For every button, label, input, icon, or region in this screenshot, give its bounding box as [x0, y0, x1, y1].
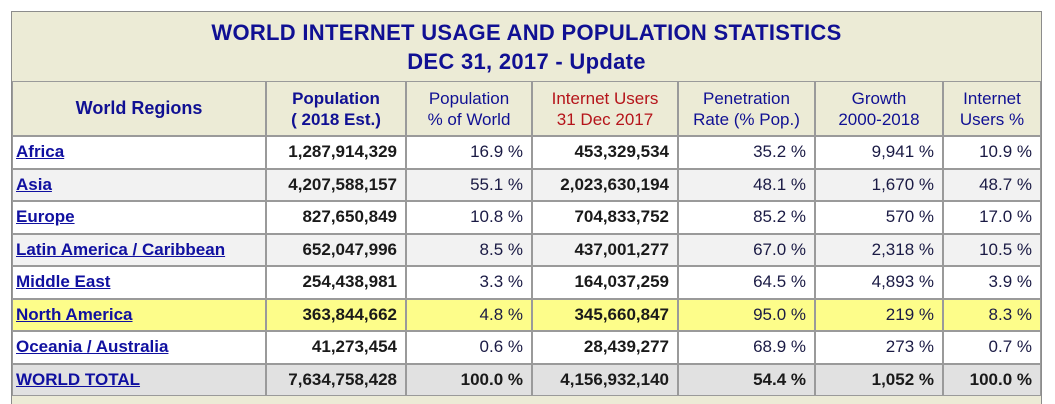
table-row-latin-america: Latin America / Caribbean 652,047,996 8.…	[12, 233, 1041, 266]
pct-world-cell: 8.5 %	[406, 233, 532, 266]
header-world-regions: World Regions	[12, 81, 266, 136]
title-line-2: DEC 31, 2017 - Update	[407, 49, 646, 74]
region-link-africa[interactable]: Africa	[16, 142, 65, 162]
population-cell: 7,634,758,428	[266, 363, 406, 396]
growth-cell: 1,670 %	[815, 168, 943, 201]
penetration-cell: 48.1 %	[678, 168, 815, 201]
pct-world-cell: 0.6 %	[406, 331, 532, 364]
table-row-oceania: Oceania / Australia 41,273,454 0.6 % 28,…	[12, 331, 1041, 364]
region-link-latin-america[interactable]: Latin America / Caribbean	[16, 239, 226, 259]
region-link-europe[interactable]: Europe	[16, 207, 75, 227]
table-row-asia: Asia 4,207,588,157 55.1 % 2,023,630,194 …	[12, 168, 1041, 201]
table-row-africa: Africa 1,287,914,329 16.9 % 453,329,534 …	[12, 136, 1041, 169]
population-cell: 652,047,996	[266, 233, 406, 266]
region-cell: Oceania / Australia	[12, 331, 266, 364]
region-link-middle-east[interactable]: Middle East	[16, 272, 111, 292]
title-line-1: WORLD INTERNET USAGE AND POPULATION STAT…	[211, 20, 842, 45]
header-internet-users: Internet Users 31 Dec 2017	[532, 81, 678, 136]
region-cell: Asia	[12, 168, 266, 201]
pct-world-cell: 3.3 %	[406, 266, 532, 299]
header-users-pct: Internet Users %	[943, 81, 1041, 136]
growth-cell: 2,318 %	[815, 233, 943, 266]
header-pct-world: Population% of World	[406, 81, 532, 136]
pct-world-cell: 55.1 %	[406, 168, 532, 201]
population-cell: 827,650,849	[266, 201, 406, 234]
penetration-cell: 35.2 %	[678, 136, 815, 169]
penetration-cell: 54.4 %	[678, 363, 815, 396]
population-cell: 254,438,981	[266, 266, 406, 299]
growth-cell: 4,893 %	[815, 266, 943, 299]
users-pct-cell: 3.9 %	[943, 266, 1041, 299]
region-cell: Latin America / Caribbean	[12, 233, 266, 266]
table-title: WORLD INTERNET USAGE AND POPULATION STAT…	[12, 12, 1041, 81]
internet-users-cell: 704,833,752	[532, 201, 678, 234]
region-cell: Africa	[12, 136, 266, 169]
header-growth: Growth 2000-2018	[815, 81, 943, 136]
region-cell: North America	[12, 298, 266, 331]
growth-cell: 570 %	[815, 201, 943, 234]
internet-users-cell: 28,439,277	[532, 331, 678, 364]
internet-users-cell: 164,037,259	[532, 266, 678, 299]
header-penetration: Penetration Rate (% Pop.)	[678, 81, 815, 136]
population-cell: 4,207,588,157	[266, 168, 406, 201]
stats-table-frame: WORLD INTERNET USAGE AND POPULATION STAT…	[11, 11, 1042, 404]
population-cell: 41,273,454	[266, 331, 406, 364]
internet-users-cell: 4,156,932,140	[532, 363, 678, 396]
header-population: Population( 2018 Est.)	[266, 81, 406, 136]
pct-world-cell: 100.0 %	[406, 363, 532, 396]
table-row-world-total: WORLD TOTAL 7,634,758,428 100.0 % 4,156,…	[12, 363, 1041, 396]
penetration-cell: 68.9 %	[678, 331, 815, 364]
users-pct-cell: 100.0 %	[943, 363, 1041, 396]
region-cell: WORLD TOTAL	[12, 363, 266, 396]
penetration-cell: 95.0 %	[678, 298, 815, 331]
region-link-world-total[interactable]: WORLD TOTAL	[16, 369, 141, 389]
pct-world-cell: 16.9 %	[406, 136, 532, 169]
users-pct-cell: 8.3 %	[943, 298, 1041, 331]
stats-table: World Regions Population( 2018 Est.) Pop…	[12, 81, 1041, 396]
pct-world-cell: 10.8 %	[406, 201, 532, 234]
growth-cell: 219 %	[815, 298, 943, 331]
penetration-cell: 85.2 %	[678, 201, 815, 234]
internet-users-cell: 437,001,277	[532, 233, 678, 266]
internet-users-cell: 453,329,534	[532, 136, 678, 169]
users-pct-cell: 10.9 %	[943, 136, 1041, 169]
internet-users-cell: 2,023,630,194	[532, 168, 678, 201]
pct-world-cell: 4.8 %	[406, 298, 532, 331]
region-cell: Middle East	[12, 266, 266, 299]
region-link-oceania[interactable]: Oceania / Australia	[16, 337, 169, 357]
growth-cell: 9,941 %	[815, 136, 943, 169]
users-pct-cell: 10.5 %	[943, 233, 1041, 266]
penetration-cell: 64.5 %	[678, 266, 815, 299]
users-pct-cell: 0.7 %	[943, 331, 1041, 364]
table-row-europe: Europe 827,650,849 10.8 % 704,833,752 85…	[12, 201, 1041, 234]
region-link-north-america[interactable]: North America	[16, 304, 133, 324]
header-row: World Regions Population( 2018 Est.) Pop…	[12, 81, 1041, 136]
population-cell: 363,844,662	[266, 298, 406, 331]
growth-cell: 1,052 %	[815, 363, 943, 396]
population-cell: 1,287,914,329	[266, 136, 406, 169]
region-link-asia[interactable]: Asia	[16, 174, 52, 194]
table-row-north-america: North America 363,844,662 4.8 % 345,660,…	[12, 298, 1041, 331]
users-pct-cell: 48.7 %	[943, 168, 1041, 201]
internet-users-cell: 345,660,847	[532, 298, 678, 331]
growth-cell: 273 %	[815, 331, 943, 364]
table-row-middle-east: Middle East 254,438,981 3.3 % 164,037,25…	[12, 266, 1041, 299]
penetration-cell: 67.0 %	[678, 233, 815, 266]
region-cell: Europe	[12, 201, 266, 234]
users-pct-cell: 17.0 %	[943, 201, 1041, 234]
